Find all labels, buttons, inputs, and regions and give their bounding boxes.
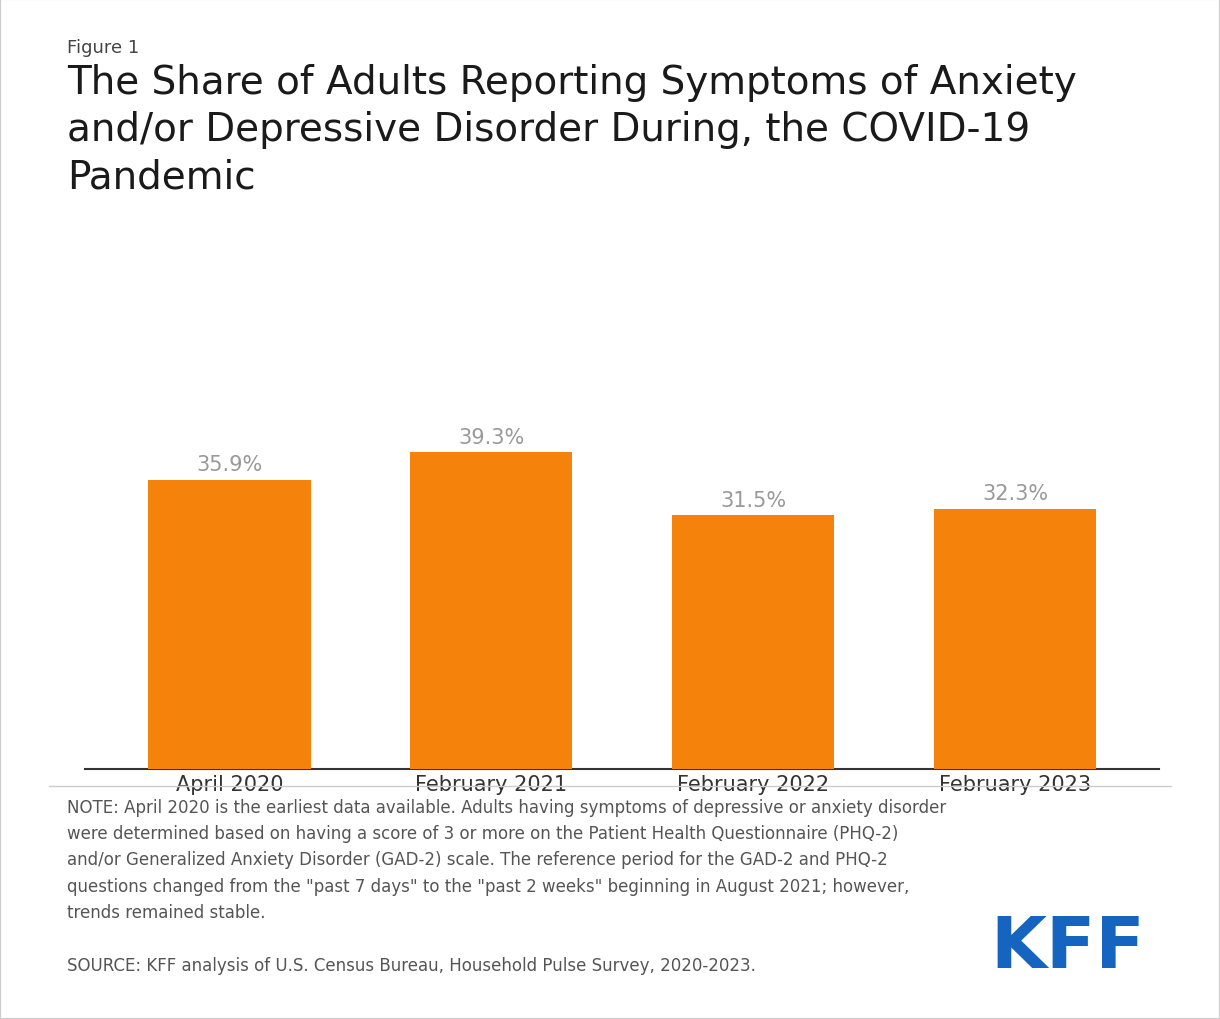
Text: Figure 1: Figure 1 bbox=[67, 39, 139, 57]
Bar bbox=[410, 453, 572, 769]
Text: 31.5%: 31.5% bbox=[720, 490, 786, 511]
Text: 39.3%: 39.3% bbox=[459, 427, 525, 447]
Text: 32.3%: 32.3% bbox=[982, 484, 1048, 503]
Bar bbox=[149, 480, 311, 769]
Text: NOTE: April 2020 is the earliest data available. Adults having symptoms of depre: NOTE: April 2020 is the earliest data av… bbox=[67, 798, 947, 921]
Bar bbox=[933, 510, 1096, 769]
Bar bbox=[672, 516, 834, 769]
Text: 35.9%: 35.9% bbox=[196, 454, 262, 475]
Text: KFF: KFF bbox=[991, 913, 1144, 982]
Text: The Share of Adults Reporting Symptoms of Anxiety
and/or Depressive Disorder Dur: The Share of Adults Reporting Symptoms o… bbox=[67, 64, 1077, 196]
Text: SOURCE: KFF analysis of U.S. Census Bureau, Household Pulse Survey, 2020-2023.: SOURCE: KFF analysis of U.S. Census Bure… bbox=[67, 956, 756, 974]
